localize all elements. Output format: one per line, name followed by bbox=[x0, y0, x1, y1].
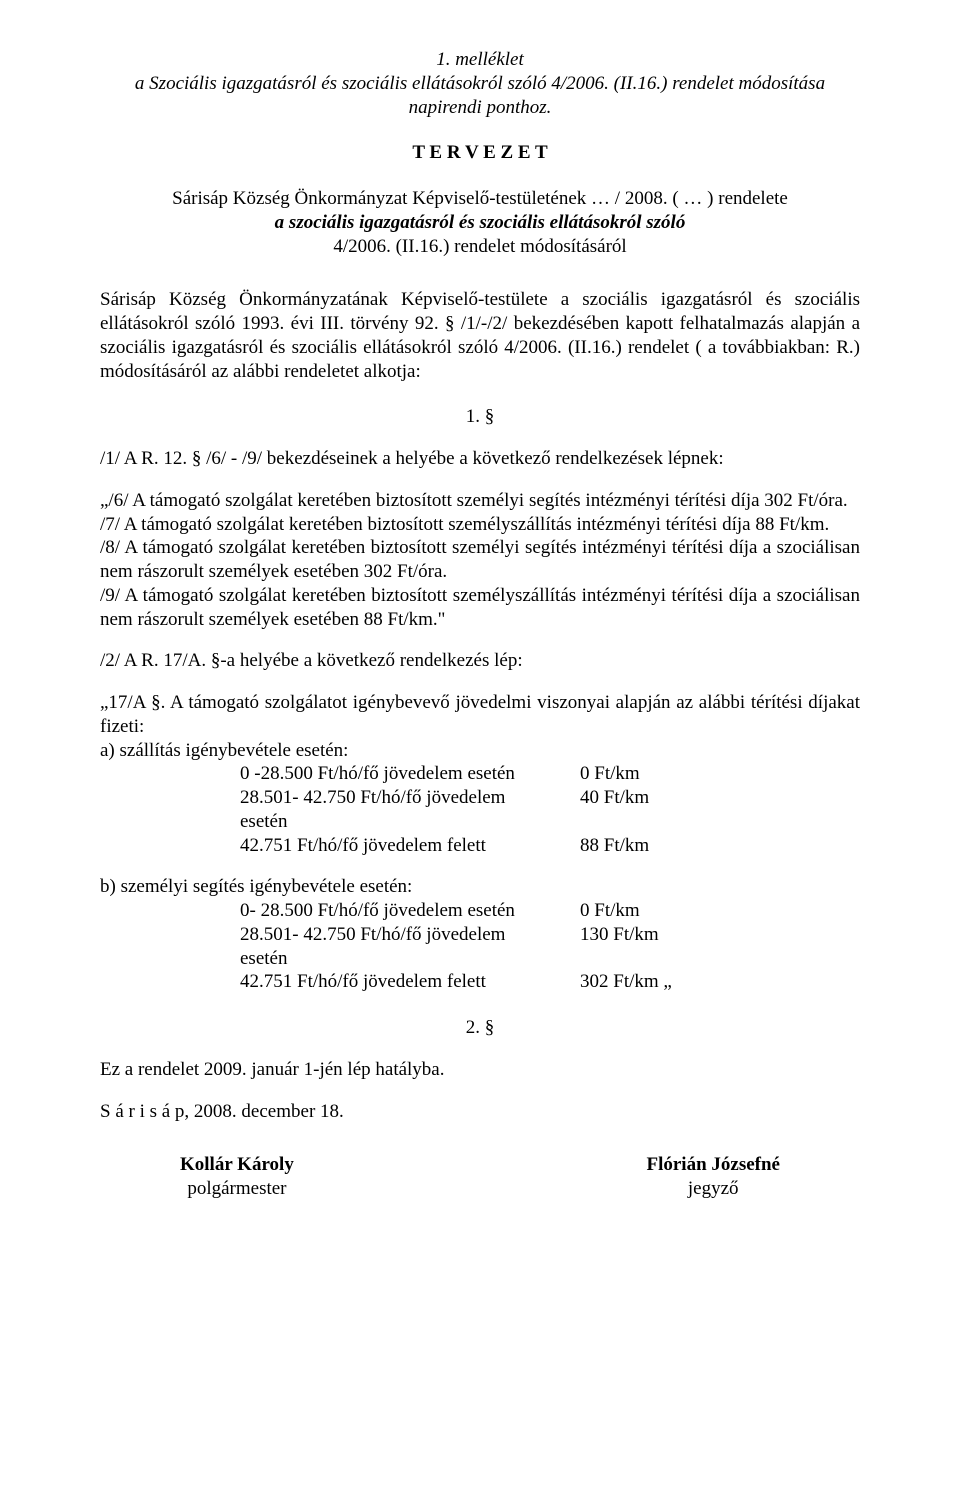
section-2-number: 2. § bbox=[100, 1016, 860, 1040]
title-line-2: a szociális igazgatásról és szociális el… bbox=[100, 211, 860, 235]
signature-row: Kollár Károly polgármester Flórián Józse… bbox=[100, 1153, 860, 1201]
s1-b-label: b) személyi segítés igénybevétele esetén… bbox=[100, 875, 860, 899]
tariff-fee: 302 Ft/km „ bbox=[520, 970, 672, 994]
section-2-text: Ez a rendelet 2009. január 1-jén lép hat… bbox=[100, 1058, 860, 1082]
sig-right-title: jegyző bbox=[646, 1177, 780, 1201]
s1-p2-intro: /2/ A R. 17/A. §-a helyébe a következő r… bbox=[100, 649, 860, 673]
subject-line-2: napirendi ponthoz. bbox=[100, 96, 860, 120]
signature-right: Flórián Józsefné jegyző bbox=[646, 1153, 780, 1201]
tariff-range: 42.751 Ft/hó/fő jövedelem felett bbox=[100, 834, 520, 858]
tariff-range: 28.501- 42.750 Ft/hó/fő jövedelem esetén bbox=[100, 786, 520, 834]
s1-17a-intro: „17/A §. A támogató szolgálatot igénybev… bbox=[100, 691, 860, 739]
title-line-1: Sárisáp Község Önkormányzat Képviselő-te… bbox=[100, 187, 860, 211]
sig-left-title: polgármester bbox=[180, 1177, 294, 1201]
attachment-label: 1. melléklet bbox=[100, 48, 860, 72]
tariff-row: 28.501- 42.750 Ft/hó/fő jövedelem esetén… bbox=[100, 786, 860, 834]
tariff-row: 42.751 Ft/hó/fő jövedelem felett 302 Ft/… bbox=[100, 970, 860, 994]
s1-p7: /7/ A támogató szolgálat keretében bizto… bbox=[100, 513, 860, 537]
sig-left-name: Kollár Károly bbox=[180, 1153, 294, 1177]
s1-p6: „/6/ A támogató szolgálat keretében bizt… bbox=[100, 489, 860, 513]
tariff-range: 0 -28.500 Ft/hó/fő jövedelem esetén bbox=[100, 762, 520, 786]
tariff-fee: 88 Ft/km bbox=[520, 834, 649, 858]
tariff-range: 42.751 Ft/hó/fő jövedelem felett bbox=[100, 970, 520, 994]
s1-p1-intro: /1/ A R. 12. § /6/ - /9/ bekezdéseinek a… bbox=[100, 447, 860, 471]
tariff-fee: 0 Ft/km bbox=[520, 899, 640, 923]
tariff-row: 28.501- 42.750 Ft/hó/fő jövedelem esetén… bbox=[100, 923, 860, 971]
tariff-row: 0- 28.500 Ft/hó/fő jövedelem esetén 0 Ft… bbox=[100, 899, 860, 923]
tariff-range: 28.501- 42.750 Ft/hó/fő jövedelem esetén bbox=[100, 923, 520, 971]
s1-a-label: a) szállítás igénybevétele esetén: bbox=[100, 739, 860, 763]
subject-line-1: a Szociális igazgatásról és szociális el… bbox=[100, 72, 860, 96]
tariff-range: 0- 28.500 Ft/hó/fő jövedelem esetén bbox=[100, 899, 520, 923]
place-date: S á r i s á p, 2008. december 18. bbox=[100, 1100, 860, 1124]
tariff-row: 42.751 Ft/hó/fő jövedelem felett 88 Ft/k… bbox=[100, 834, 860, 858]
tariff-fee: 0 Ft/km bbox=[520, 762, 640, 786]
s1-p9: /9/ A támogató szolgálat keretében bizto… bbox=[100, 584, 860, 632]
title-line-3: 4/2006. (II.16.) rendelet módosításáról bbox=[100, 235, 860, 259]
tariff-fee: 130 Ft/km bbox=[520, 923, 659, 971]
tariff-fee: 40 Ft/km bbox=[520, 786, 649, 834]
draft-label: T E R V E Z E T bbox=[100, 141, 860, 165]
signature-left: Kollár Károly polgármester bbox=[180, 1153, 294, 1201]
preamble: Sárisáp Község Önkormányzatának Képvisel… bbox=[100, 288, 860, 383]
s1-p8: /8/ A támogató szolgálat keretében bizto… bbox=[100, 536, 860, 584]
tariff-row: 0 -28.500 Ft/hó/fő jövedelem esetén 0 Ft… bbox=[100, 762, 860, 786]
section-1-number: 1. § bbox=[100, 405, 860, 429]
sig-right-name: Flórián Józsefné bbox=[646, 1153, 780, 1177]
